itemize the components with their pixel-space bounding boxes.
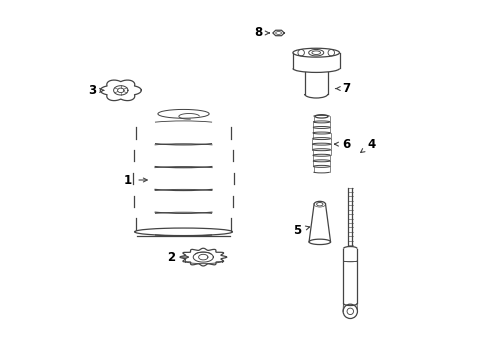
Text: 4: 4: [360, 138, 375, 153]
Text: 8: 8: [253, 27, 269, 40]
Text: 5: 5: [293, 224, 309, 237]
Text: 7: 7: [335, 82, 350, 95]
Text: 2: 2: [166, 251, 188, 264]
Text: 6: 6: [334, 138, 350, 150]
Text: 1: 1: [123, 174, 147, 186]
Text: 3: 3: [88, 84, 103, 97]
